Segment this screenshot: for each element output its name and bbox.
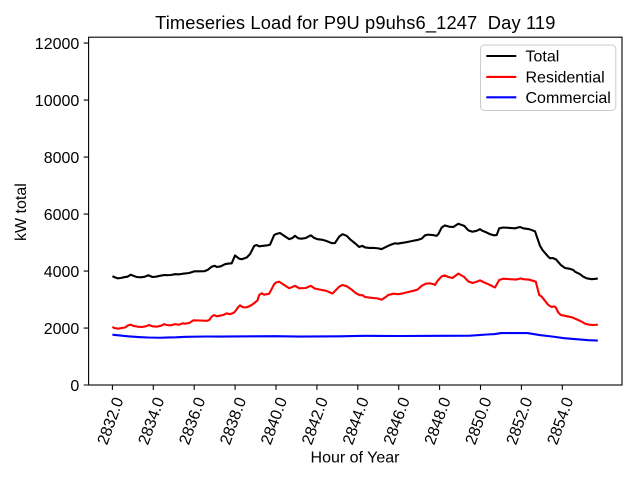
svg-text:12000: 12000 (35, 36, 80, 53)
svg-text:4000: 4000 (44, 264, 80, 281)
svg-text:2000: 2000 (44, 321, 80, 338)
svg-text:0: 0 (70, 378, 79, 395)
svg-text:Timeseries Load for P9U p9uhs6: Timeseries Load for P9U p9uhs6_1247 Day … (155, 12, 555, 34)
svg-text:8000: 8000 (44, 150, 80, 167)
svg-text:Hour of Year: Hour of Year (311, 450, 401, 467)
svg-text:kW total: kW total (13, 183, 30, 241)
svg-text:Residential: Residential (526, 69, 605, 86)
svg-text:10000: 10000 (35, 93, 80, 110)
svg-text:Total: Total (526, 49, 560, 66)
svg-text:6000: 6000 (44, 207, 80, 224)
svg-text:Commercial: Commercial (526, 90, 611, 107)
